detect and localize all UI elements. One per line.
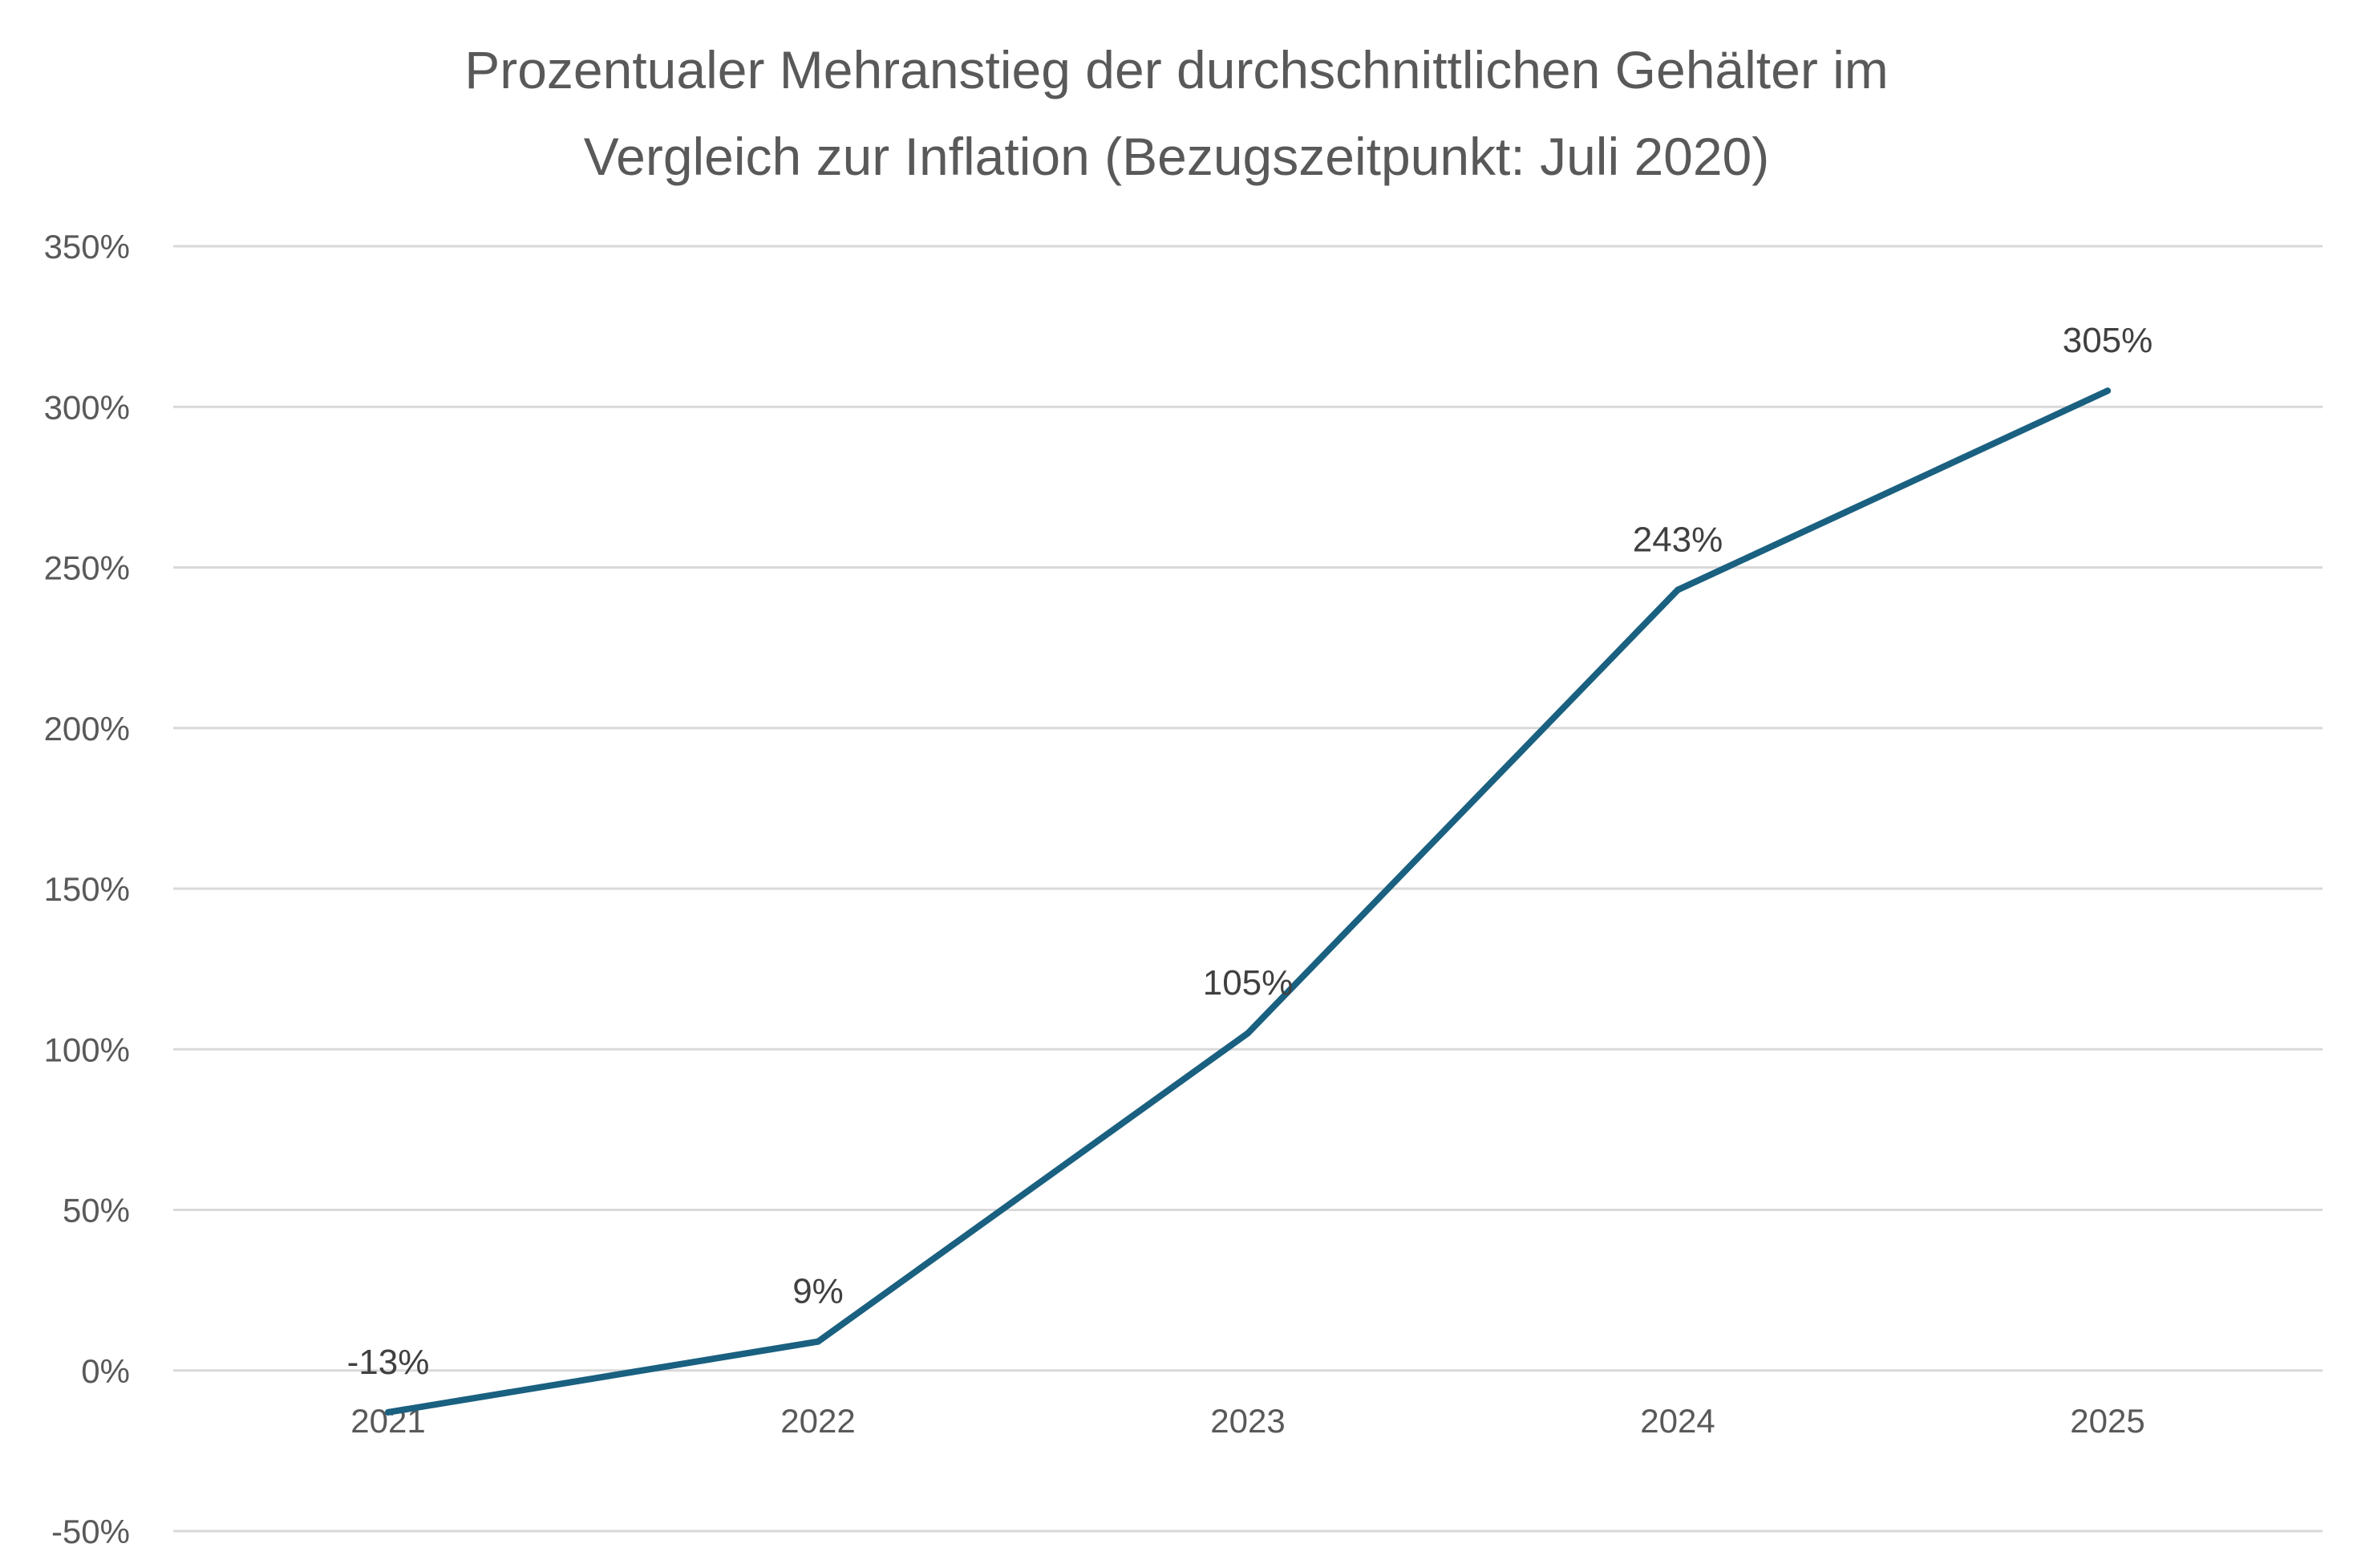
y-tick-label: 350% (44, 228, 130, 265)
data-label: 243% (1633, 521, 1723, 560)
y-tick-label: 200% (44, 710, 130, 748)
y-tick-label: 250% (44, 549, 130, 587)
x-tick-label: 2022 (780, 1402, 855, 1440)
x-tick-label: 2024 (1640, 1402, 1715, 1440)
y-tick-label: 0% (81, 1352, 130, 1390)
data-label: 105% (1203, 963, 1294, 1003)
data-point (815, 1338, 821, 1345)
data-label: 305% (2063, 321, 2153, 360)
y-tick-label: 50% (63, 1192, 130, 1230)
x-tick-label: 2025 (2070, 1402, 2144, 1440)
data-label: 9% (792, 1272, 844, 1311)
y-tick-label: 100% (44, 1031, 130, 1068)
x-tick-label: 2023 (1210, 1402, 1285, 1440)
chart-title-line-1: Prozentualer Mehranstieg der durchschnit… (464, 40, 1889, 99)
data-label: -13% (347, 1343, 430, 1382)
y-tick-label: 150% (44, 870, 130, 908)
y-tick-label: -50% (51, 1513, 130, 1550)
y-tick-label: 300% (44, 388, 130, 426)
data-point (1675, 586, 1681, 594)
data-point (2104, 387, 2111, 395)
chart-title-line-2: Vergleich zur Inflation (Bezugszeitpunkt… (584, 127, 1770, 186)
series-line (385, 387, 2111, 1416)
data-point (385, 1408, 391, 1416)
data-point (1245, 1030, 1251, 1037)
